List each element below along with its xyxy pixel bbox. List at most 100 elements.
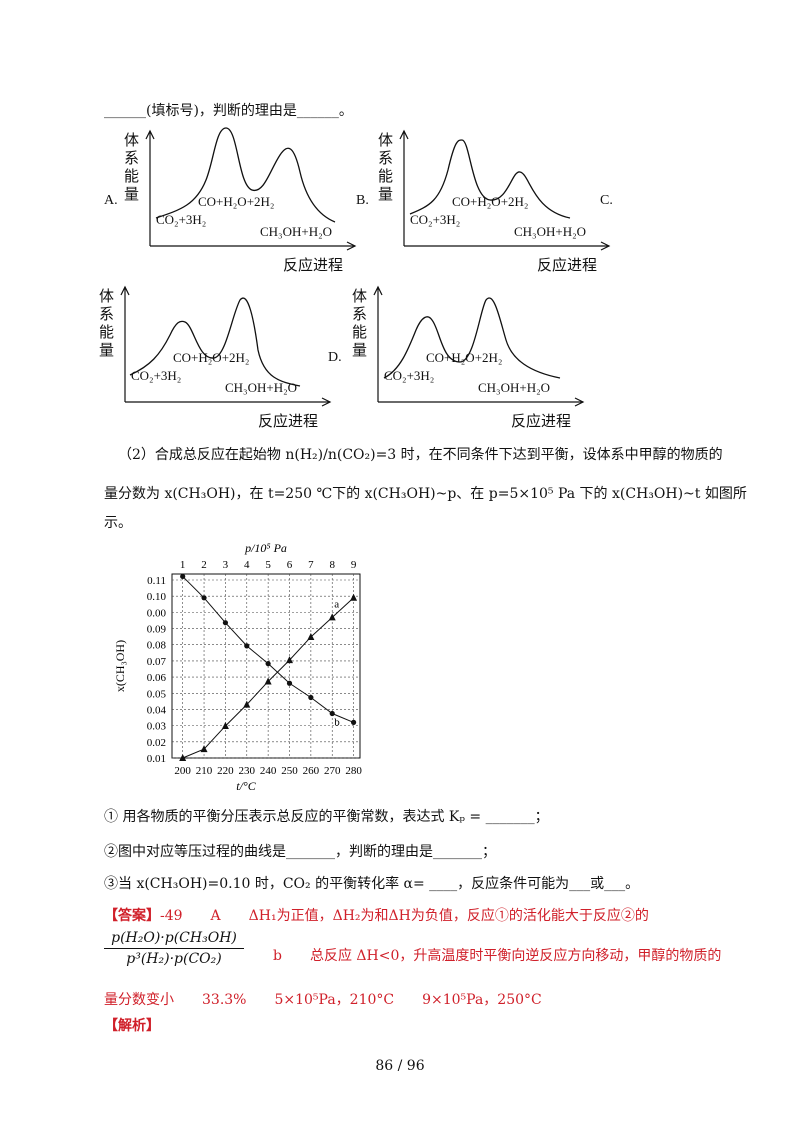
energy-axis-char: 能 <box>99 324 114 341</box>
point-a <box>264 677 272 685</box>
sub-question-1: ① 用各物质的平衡分压表示总反应的平衡常数，表达式 Kₚ = _______； <box>104 809 549 825</box>
point-a <box>307 632 315 640</box>
xch3oh-chart: 1 200 2 210 3 220 4 230 5 240 6 250 7 260 8 270 9 280 0.01… <box>113 541 362 793</box>
kp-denominator: p³(H₂)·p(CO₂) <box>126 951 222 967</box>
tick-top: 7 <box>308 559 314 571</box>
part2-line-2: 量分数为 x(CH₃OH)，在 t=250 ℃下的 x(CH₃OH)~p、在 p… <box>104 486 747 502</box>
tick-y: 0.01 <box>147 753 166 765</box>
tick-bottom: 230 <box>239 765 256 777</box>
x-axis-label: 反应进程 <box>511 412 571 430</box>
tick-y: 0.00 <box>147 607 167 619</box>
question-line-0: ______(填标号)，判断的理由是______。 <box>104 103 353 119</box>
label-reactants: CO₂+3H₂ <box>410 212 460 227</box>
label-products: CH₃OH+H₂O <box>478 380 550 395</box>
option-letter: B. <box>356 193 369 208</box>
tick-y: 0.05 <box>147 688 167 700</box>
tick-bottom: 270 <box>324 765 341 777</box>
tick-y: 0.03 <box>147 721 167 733</box>
y-arrow-icon <box>373 285 383 296</box>
point-a <box>328 613 336 621</box>
x-arrow-icon <box>600 241 611 251</box>
tick-top: 8 <box>329 559 335 571</box>
y-arrow-icon <box>120 285 130 296</box>
energy-axis-char: 体 <box>99 288 114 305</box>
tick-bottom: 280 <box>345 765 362 777</box>
energy-axis-char: 能 <box>378 168 393 185</box>
tick-bottom: 250 <box>281 765 298 777</box>
label-products: CH₃OH+H₂O <box>514 224 586 239</box>
label-intermediate: CO+H₂O+2H₂ <box>173 350 249 365</box>
tick-top: 5 <box>265 559 271 571</box>
tick-y: 0.11 <box>147 575 166 587</box>
energy-curve <box>409 139 571 219</box>
tick-y: 0.07 <box>147 656 167 668</box>
tick-bottom: 200 <box>174 765 191 777</box>
tick-top: 4 <box>244 559 250 571</box>
x-arrow-icon <box>574 397 585 407</box>
tick-y: 0.04 <box>147 704 167 716</box>
energy-axis-char: 量 <box>352 343 367 359</box>
x-axis-label: 反应进程 <box>283 256 343 274</box>
y-axis-label: x(CH₃OH) <box>113 640 127 692</box>
page-number: 86 / 96 <box>375 1058 425 1074</box>
point-b <box>308 694 314 701</box>
answer-tag: 【答案】 <box>104 908 160 924</box>
point-a <box>221 721 229 729</box>
point-a <box>200 745 208 753</box>
energy-axis-char: 体 <box>124 132 139 149</box>
sub-question-2: ②图中对应等压过程的曲线是_______，判断的理由是_______； <box>104 844 496 860</box>
energy-axis-char: 系 <box>99 306 114 323</box>
tick-bottom: 210 <box>196 765 213 777</box>
label-reactants: CO₂+3H₂ <box>156 212 206 227</box>
kp-fraction: p(H₂O)·p(CH₃OH) p³(H₂)·p(CO₂) <box>104 930 244 967</box>
energy-axis-char: 量 <box>378 187 393 203</box>
tick-top: 1 <box>180 559 186 571</box>
tick-top: 9 <box>351 559 357 571</box>
point-b <box>329 710 335 717</box>
answer-line-1: 【答案】-49 A ΔH₁为正值，ΔH₂为和ΔH为负值，反应①的活化能大于反应②… <box>104 906 649 926</box>
energy-axis-char: 体 <box>378 132 393 149</box>
energy-curve <box>155 127 336 223</box>
energy-axis-char: 体 <box>352 288 367 305</box>
point-a <box>179 754 187 761</box>
option-letter: D. <box>328 350 342 365</box>
option-letter: C. <box>600 193 613 208</box>
energy-axis-char: 系 <box>378 150 393 167</box>
energy-axis-char: 量 <box>99 343 114 359</box>
tick-y: 0.09 <box>147 624 167 636</box>
sub-question-3: ③当 x(CH₃OH)=0.10 时，CO₂ 的平衡转化率 α= ____，反应… <box>104 876 640 892</box>
y-arrow-icon <box>145 129 155 140</box>
answer-line-3: 量分数变小 33.3% 5×10⁵Pa，210°C 9×10⁵Pa，250°C <box>104 992 542 1008</box>
answer-line-2: b 总反应 ΔH<0，升高温度时平衡向逆反应方向移动，甲醇的物质的 <box>273 948 722 964</box>
x-arrow-icon <box>346 241 357 251</box>
label-reactants: CO₂+3H₂ <box>384 368 434 383</box>
point-b <box>286 680 293 686</box>
point-a <box>350 593 358 601</box>
energy-diagrams: 体系能量反应进程A.CO₂+3H₂CO+H₂O+2H₂CH₃OH+H₂O体系能量… <box>99 127 613 430</box>
part2-line-3: 示。 <box>104 515 132 531</box>
point-b <box>265 661 271 667</box>
energy-axis-char: 能 <box>124 168 139 185</box>
tick-bottom: 220 <box>217 765 234 777</box>
point-a <box>286 656 293 664</box>
point-b <box>244 643 250 649</box>
label-intermediate: CO+H₂O+2H₂ <box>452 194 528 209</box>
label-intermediate: CO+H₂O+2H₂ <box>426 350 502 365</box>
label-reactants: CO₂+3H₂ <box>131 368 181 383</box>
energy-axis-char: 系 <box>352 306 367 323</box>
y-arrow-icon <box>399 129 409 140</box>
x-arrow-icon <box>321 397 332 407</box>
label-intermediate: CO+H₂O+2H₂ <box>198 194 274 209</box>
point-b <box>180 573 186 580</box>
tick-top: 3 <box>223 559 229 571</box>
plot-frame <box>171 573 361 759</box>
top-axis-label: p/10⁵ Pa <box>244 541 287 555</box>
analysis-tag: 【解析】 <box>104 1018 160 1034</box>
part2-line-1: （2）合成总反应在起始物 n(H₂)/n(CO₂)=3 时，在不同条件下达到平衡… <box>118 447 723 463</box>
tick-y: 0.06 <box>147 672 167 684</box>
tick-bottom: 240 <box>260 765 277 777</box>
energy-curve <box>129 297 301 387</box>
